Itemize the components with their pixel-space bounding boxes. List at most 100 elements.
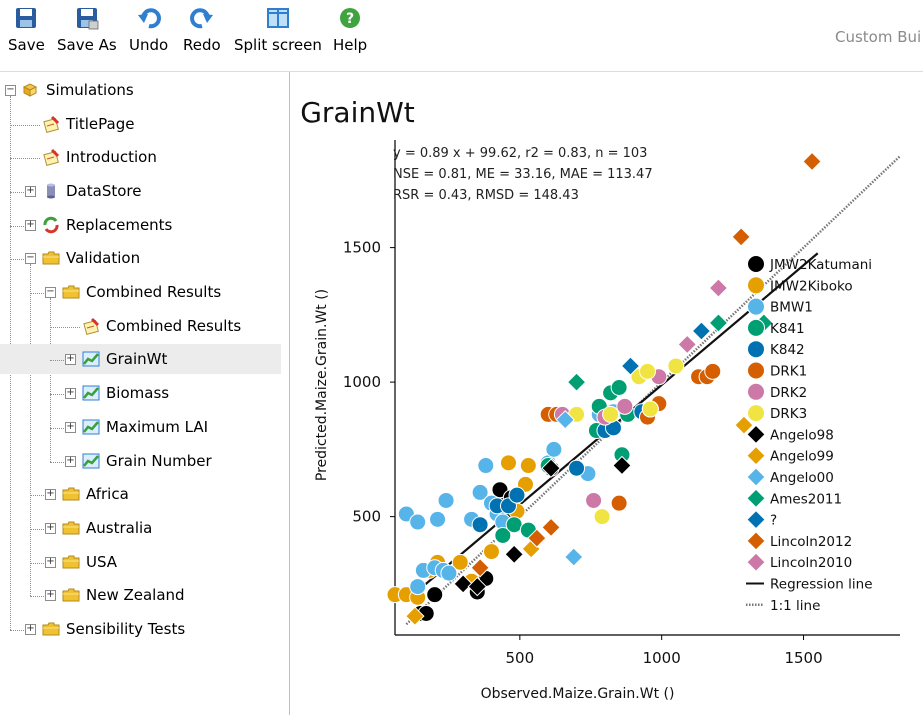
tree-node-label: Combined Results — [106, 316, 242, 335]
tree-node-label: Combined Results — [86, 283, 222, 302]
collapse-icon[interactable]: − — [25, 252, 36, 265]
data-point — [471, 516, 489, 534]
tree-node-australia[interactable]: + Australia — [0, 512, 288, 542]
split-screen-button[interactable]: Split screen — [234, 6, 322, 54]
data-point — [488, 505, 506, 523]
simulation-tree[interactable]: − Simulations TitlePage Introduction + DataSt… — [0, 72, 290, 715]
data-point — [542, 459, 560, 477]
legend-marker — [747, 361, 765, 380]
tree-connector-line — [50, 427, 64, 429]
tree-node-label: Simulations — [46, 80, 134, 99]
undo-button[interactable]: Undo — [129, 6, 168, 54]
undo-label: Undo — [129, 36, 169, 54]
data-point — [613, 446, 631, 464]
data-point — [508, 502, 526, 520]
tree-node-datastore[interactable]: + DataStore — [0, 175, 288, 205]
x-tick-label: 1500 — [784, 649, 822, 667]
legend-label: 1:1 line — [770, 598, 820, 614]
save-as-button[interactable]: Save As — [57, 6, 117, 54]
legend-label: Lincoln2010 — [770, 555, 852, 571]
data-point — [426, 586, 444, 604]
expand-icon[interactable]: + — [65, 420, 76, 433]
expand-icon[interactable]: + — [65, 454, 76, 467]
tree-node-replacements[interactable]: + Replacements — [0, 209, 288, 239]
tree-node-label: Maximum LAI — [106, 417, 209, 436]
tree-node-sensibility-tests[interactable]: + Sensibility Tests — [0, 613, 288, 643]
tree-node-africa[interactable]: + Africa — [0, 478, 288, 508]
tree-connector-line — [50, 298, 51, 462]
replacements-icon — [42, 216, 60, 234]
data-point — [691, 321, 712, 341]
tree-node-usa[interactable]: + USA — [0, 546, 288, 576]
data-point — [491, 481, 509, 499]
data-point — [590, 405, 608, 423]
data-point — [409, 588, 427, 606]
tree-node-simulations[interactable]: − Simulations — [0, 74, 288, 104]
expand-icon[interactable]: + — [25, 184, 36, 197]
data-point — [488, 494, 506, 512]
expand-icon[interactable]: + — [45, 521, 56, 534]
tree-connector-line — [10, 191, 24, 193]
expand-icon[interactable]: + — [25, 623, 36, 636]
y-tick-label: 1000 — [343, 373, 381, 391]
folder-icon — [42, 249, 60, 267]
regression-stats: RSR = 0.43, RMSD = 148.43 — [393, 188, 579, 203]
data-point — [497, 518, 515, 536]
expand-icon[interactable]: + — [45, 589, 56, 602]
data-point — [488, 497, 506, 515]
help-label: Help — [333, 36, 368, 54]
data-point — [504, 544, 524, 565]
collapse-icon[interactable]: − — [45, 286, 56, 299]
tree-node-label: Validation — [66, 249, 141, 268]
expand-icon[interactable]: + — [45, 488, 56, 501]
tree-node-new-zealand[interactable]: + New Zealand — [0, 580, 288, 610]
memo-icon — [82, 317, 100, 335]
data-point — [650, 368, 668, 386]
redo-button[interactable]: Redo — [183, 6, 221, 54]
split-screen-icon — [266, 8, 289, 28]
data-point — [585, 491, 603, 509]
data-point — [463, 510, 481, 528]
data-point — [517, 475, 535, 493]
tree-node-label: Biomass — [106, 384, 170, 403]
tree-node-biomass[interactable]: + Biomass — [0, 377, 288, 407]
expand-icon[interactable]: + — [65, 387, 76, 400]
legend-label: JMW2Katumani — [769, 257, 872, 273]
expand-icon[interactable]: + — [65, 353, 76, 366]
tree-node-combined-results[interactable]: Combined Results — [0, 310, 288, 340]
data-point — [568, 459, 586, 477]
x-axis-label: Observed.Maize.Grain.Wt () — [481, 686, 675, 702]
data-point — [566, 372, 587, 392]
tree-node-validation[interactable]: − Validation — [0, 243, 288, 273]
tree-node-grainwt[interactable]: + GrainWt — [0, 343, 281, 374]
tree-node-introduction[interactable]: Introduction — [0, 141, 288, 171]
data-point — [482, 494, 500, 512]
tree-connector-line — [50, 326, 80, 328]
data-point — [463, 572, 481, 590]
data-point — [612, 455, 632, 476]
data-point — [548, 405, 566, 423]
data-point — [508, 486, 526, 504]
data-point — [477, 457, 495, 475]
help-button[interactable]: ? Help — [333, 6, 367, 54]
tree-connector-line — [10, 124, 40, 126]
tree-node-titlepage[interactable]: TitlePage — [0, 108, 288, 138]
tree-node-maximum-lai[interactable]: + Maximum LAI — [0, 411, 288, 441]
tree-node-combined-results[interactable]: − Combined Results — [0, 276, 288, 306]
legend-marker — [747, 340, 765, 359]
save-button[interactable]: Save — [8, 6, 45, 54]
expand-icon[interactable]: + — [25, 218, 36, 231]
regression-stats: NSE = 0.81, ME = 33.16, MAE = 113.47 — [393, 167, 653, 182]
data-point — [505, 516, 523, 534]
tree-node-label: Introduction — [66, 148, 157, 167]
data-point — [698, 368, 716, 386]
tree-node-grain-number[interactable]: + Grain Number — [0, 445, 288, 475]
legend-marker — [746, 467, 766, 487]
tree-connector-line — [50, 394, 64, 396]
data-point — [405, 606, 425, 626]
tree-node-label: Africa — [86, 485, 129, 504]
data-point — [468, 583, 486, 601]
folder-icon — [62, 586, 80, 604]
expand-icon[interactable]: + — [45, 555, 56, 568]
collapse-icon[interactable]: − — [5, 83, 16, 96]
